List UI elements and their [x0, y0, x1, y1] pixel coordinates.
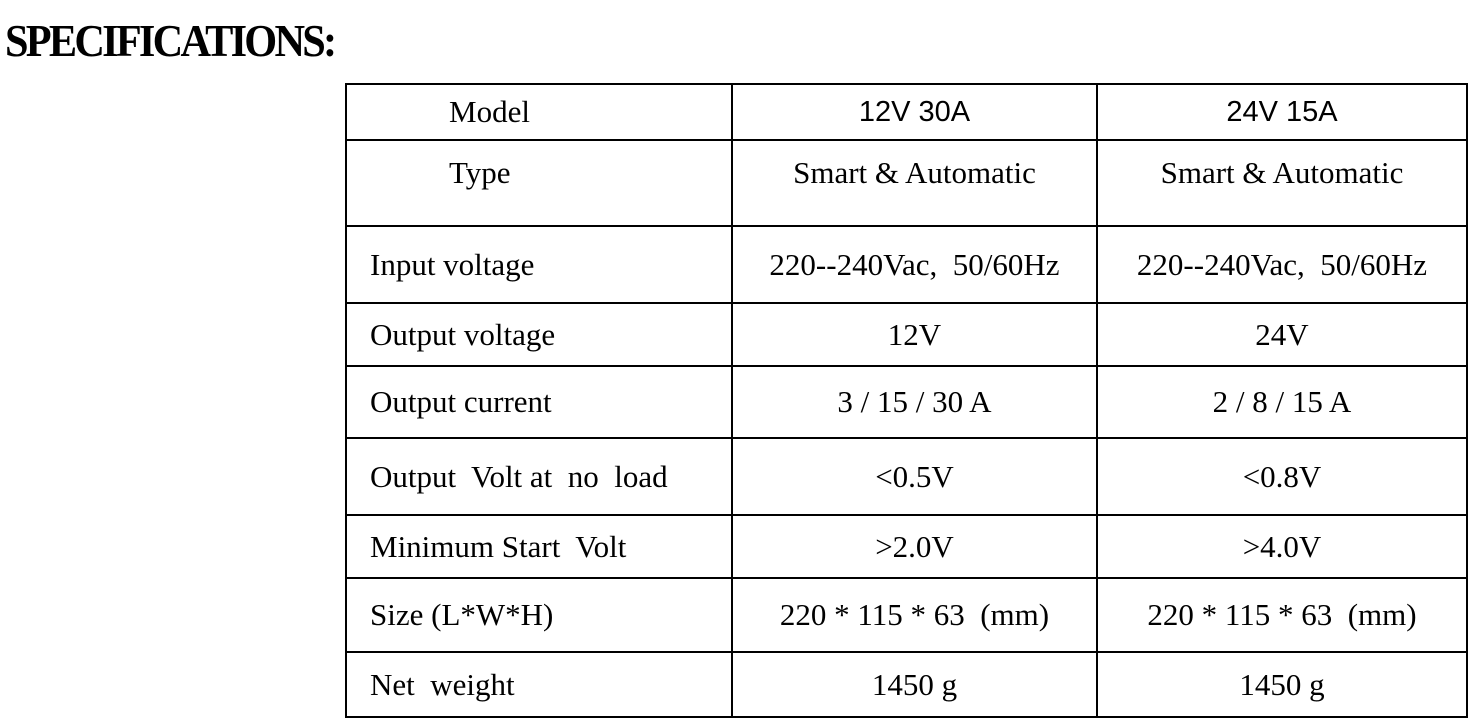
table-row: Type Smart & Automatic Smart & Automatic: [345, 139, 1468, 227]
cell: 1450 g: [731, 651, 1098, 718]
cell: 3 / 15 / 30 A: [731, 365, 1098, 439]
cell: 12V: [731, 302, 1098, 367]
row-label: Type: [345, 139, 733, 227]
cell: 2 / 8 / 15 A: [1096, 365, 1468, 439]
table-row: Input voltage 220--240Vac, 50/60Hz 220--24…: [345, 225, 1468, 304]
row-label: Net weight: [345, 651, 733, 718]
table-row: Net weight 1450 g 1450 g: [345, 651, 1468, 718]
table-row: Minimum Start Volt >2.0V >4.0V: [345, 514, 1468, 579]
cell: 220 * 115 * 63 (mm): [1096, 577, 1468, 653]
cell: 220--240Vac, 50/60Hz: [1096, 225, 1468, 304]
row-label: Minimum Start Volt: [345, 514, 733, 579]
row-label: Output Volt at no load: [345, 437, 733, 516]
cell: >4.0V: [1096, 514, 1468, 579]
row-label: Output current: [345, 365, 733, 439]
cell: Smart & Automatic: [731, 139, 1098, 227]
page-title: SPECIFICATIONS:: [5, 15, 337, 66]
table-row: Model 12V 30A 24V 15A: [345, 83, 1468, 141]
cell: >2.0V: [731, 514, 1098, 579]
row-label: Size (L*W*H): [345, 577, 733, 653]
cell: 220 * 115 * 63 (mm): [731, 577, 1098, 653]
table-row: Output voltage 12V 24V: [345, 302, 1468, 367]
row-label: Output voltage: [345, 302, 733, 367]
row-label: Model: [345, 83, 733, 141]
cell: 1450 g: [1096, 651, 1468, 718]
row-label: Input voltage: [345, 225, 733, 304]
spec-table: Model 12V 30A 24V 15A Type Smart & Automatic…: [345, 83, 1468, 718]
cell: 24V 15A: [1096, 83, 1468, 141]
table-row: Output Volt at no load <0.5V <0.8V: [345, 437, 1468, 516]
cell: 24V: [1096, 302, 1468, 367]
cell: 12V 30A: [731, 83, 1098, 141]
cell: <0.5V: [731, 437, 1098, 516]
cell: <0.8V: [1096, 437, 1468, 516]
cell: Smart & Automatic: [1096, 139, 1468, 227]
cell: 220--240Vac, 50/60Hz: [731, 225, 1098, 304]
table-row: Size (L*W*H) 220 * 115 * 63 (mm) 220 * 115…: [345, 577, 1468, 653]
